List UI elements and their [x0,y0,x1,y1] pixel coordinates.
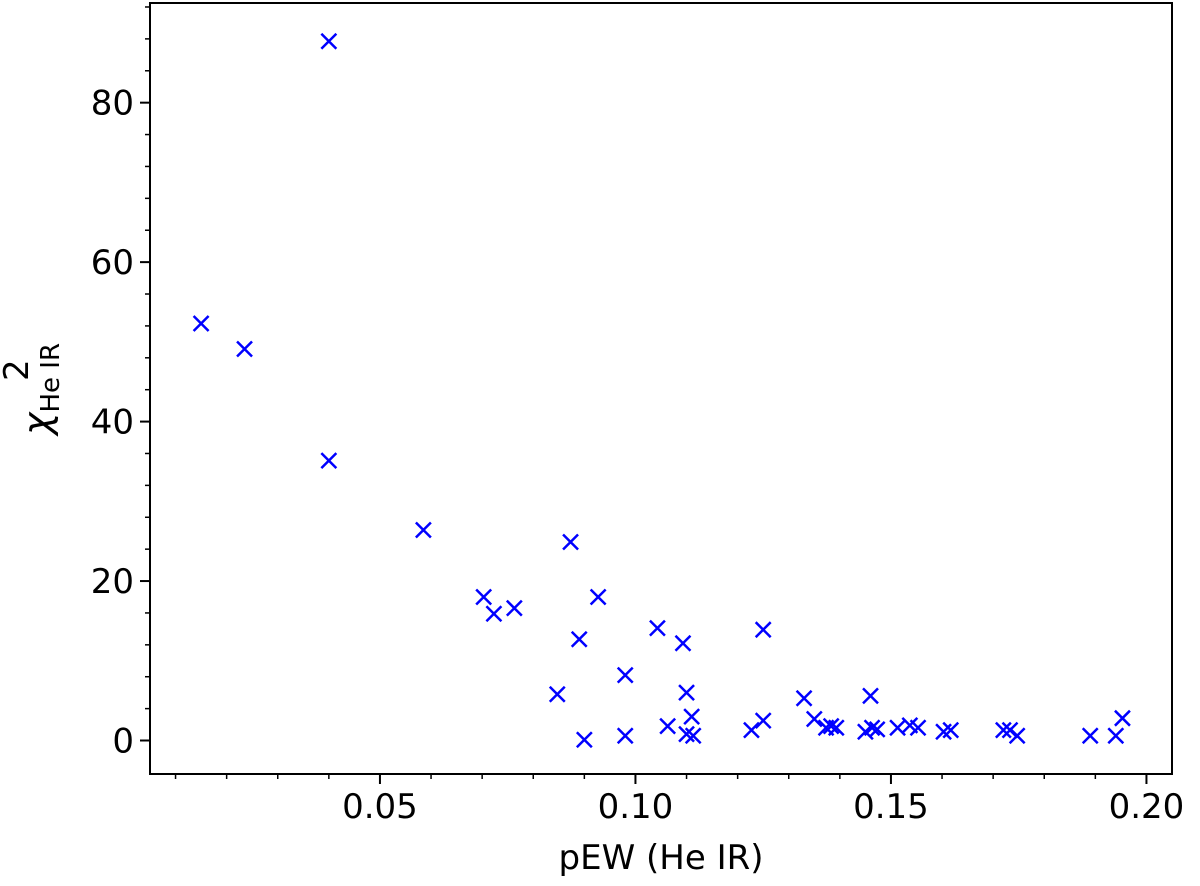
plot-area [149,2,1173,775]
data-point [616,666,634,684]
x-axis-label: pEW (He IR) [559,838,764,878]
data-point [505,599,523,617]
data-point [754,621,772,639]
data-point [683,708,701,725]
y-axis-label: χ [15,411,59,437]
y-tick-label: 40 [91,403,134,443]
data-point [1081,727,1099,745]
data-point [674,634,692,652]
data-point [1008,727,1026,745]
data-point [1114,709,1131,727]
y-tick-label: 0 [112,722,134,762]
data-point [475,588,493,606]
data-point [320,32,338,50]
data-point [570,630,588,648]
data-point [678,684,695,702]
data-point [684,727,702,745]
x-tick-label: 0.20 [1109,787,1185,827]
data-point [236,340,253,358]
data-point [827,719,845,737]
y-tick-label: 80 [91,84,134,124]
data-point [909,719,927,737]
y-tick-label: 60 [91,243,134,283]
y-axis-label-subscript: He IR [36,343,66,413]
data-point [795,689,813,707]
svg-text:χHe IR: χHe IR [15,343,66,437]
data-point [575,731,593,749]
data-point [192,315,210,332]
data-point [868,720,886,738]
y-tick-label: 20 [91,562,134,602]
data-point [659,717,677,735]
data-point [320,452,338,470]
data-point [942,721,960,739]
data-point [754,712,772,729]
data-point [863,719,881,737]
data-point [805,710,823,728]
data-point [548,685,566,703]
data-point [994,721,1012,739]
data-point [589,588,607,606]
data-point [743,721,760,739]
data-point [1107,727,1125,745]
data-point [649,619,666,637]
x-tick-label: 0.15 [853,787,929,827]
y-axis-label-group: χHe IR 2 [0,343,66,437]
y-axis-label-superscript: 2 [0,359,37,381]
axis-ticks: 0.05 0.10 0.15 0.20 0 20 40 60 80 [91,6,1185,827]
data-point [485,605,503,623]
data-point [562,533,579,551]
data-point [415,521,432,539]
x-tick-label: 0.10 [598,787,674,827]
data-point [862,687,879,705]
data-points [192,32,1131,749]
data-point [616,727,634,745]
data-point [822,717,840,735]
x-tick-label: 0.05 [342,787,418,827]
